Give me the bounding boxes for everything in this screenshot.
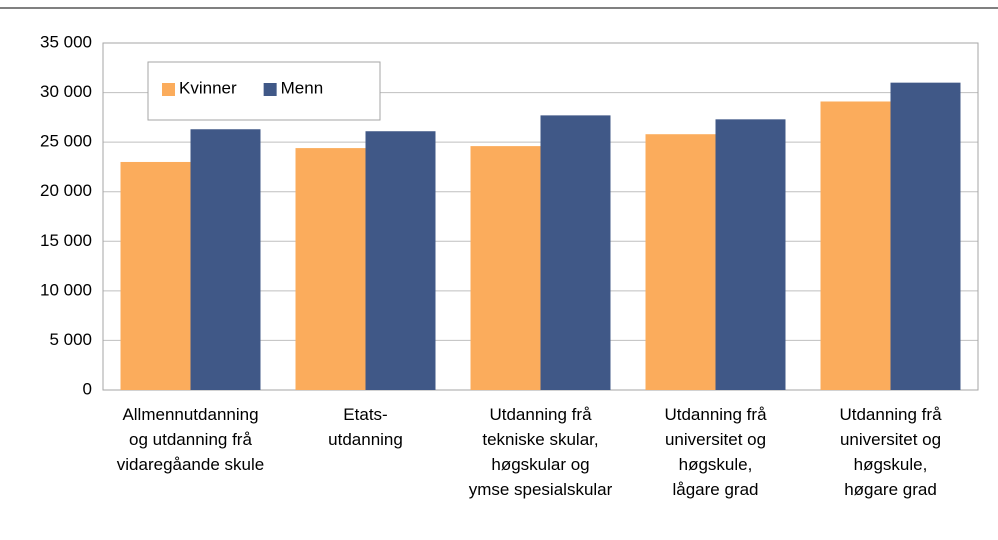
- bar: [540, 115, 611, 391]
- y-tick-label: 20 000: [40, 181, 92, 200]
- y-tick-label: 10 000: [40, 280, 92, 299]
- bar: [470, 146, 541, 390]
- legend-label: Menn: [281, 78, 324, 97]
- x-tick-label: Utdanning frå universitet og høgskule, h…: [839, 405, 942, 499]
- bar: [715, 119, 786, 390]
- bar: [190, 129, 261, 391]
- y-tick-label: 35 000: [40, 32, 92, 51]
- y-tick-label: 0: [83, 379, 92, 398]
- y-tick-label: 15 000: [40, 231, 92, 250]
- x-tick-label: Utdanning frå tekniske skular, høgskular…: [468, 405, 613, 499]
- y-tick-label: 25 000: [40, 132, 92, 151]
- bar: [820, 101, 891, 390]
- bar: [890, 82, 961, 391]
- x-tick-label: Etats- utdanning: [328, 405, 403, 449]
- legend-label: Kvinner: [179, 78, 237, 97]
- bar: [645, 134, 716, 390]
- legend-swatch: [263, 83, 277, 96]
- bar: [120, 161, 191, 390]
- x-tick-label: Utdanning frå universitet og høgskule, l…: [664, 405, 767, 499]
- legend-swatch: [162, 83, 175, 96]
- y-tick-label: 5 000: [49, 330, 92, 349]
- y-tick-label: 30 000: [40, 82, 92, 101]
- x-tick-label: Allmennutdanning og utdanning frå vidare…: [116, 405, 265, 474]
- bar: [295, 148, 366, 390]
- bar: [365, 131, 436, 391]
